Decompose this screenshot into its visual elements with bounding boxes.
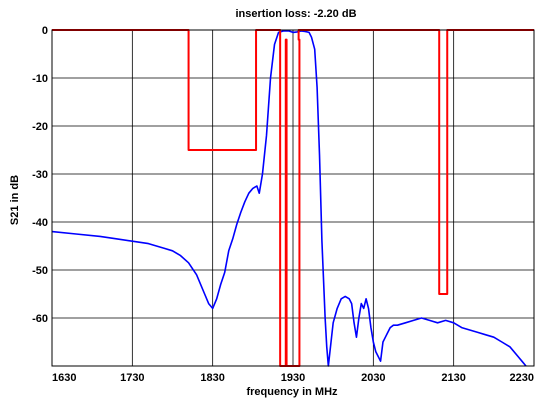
- y-tick-label: -60: [32, 313, 48, 325]
- y-tick-label: -50: [32, 265, 48, 277]
- x-tick-label: 2030: [361, 372, 385, 384]
- x-axis-label: frequency in MHz: [246, 386, 338, 398]
- grid: [51, 29, 535, 366]
- y-tick-label: 0: [42, 25, 48, 37]
- plot-area-frame: [51, 29, 535, 367]
- x-axis-ticks: 1630 1730 1830 1930 2030 2130 2230: [52, 372, 534, 384]
- y-tick-label: -40: [32, 217, 48, 229]
- series-layer: [52, 29, 534, 367]
- x-tick-label: 2230: [510, 372, 534, 384]
- x-tick-label: 1730: [120, 372, 144, 384]
- x-tick-label: 1930: [281, 372, 305, 384]
- x-tick-label: 1630: [52, 372, 76, 384]
- x-tick-label: 1830: [200, 372, 224, 384]
- y-tick-label: -30: [32, 169, 48, 181]
- x-tick-label: 2130: [441, 372, 465, 384]
- y-axis-ticks: 0 -10 -20 -30 -40 -50 -60: [32, 25, 48, 325]
- y-tick-label: -20: [32, 121, 48, 133]
- y-axis-label: S21 in dB: [9, 175, 21, 225]
- chart-title: insertion loss: -2.20 dB: [235, 8, 356, 20]
- response-line: [52, 30, 527, 367]
- mask-line: [52, 29, 534, 367]
- y-tick-label: -10: [32, 73, 48, 85]
